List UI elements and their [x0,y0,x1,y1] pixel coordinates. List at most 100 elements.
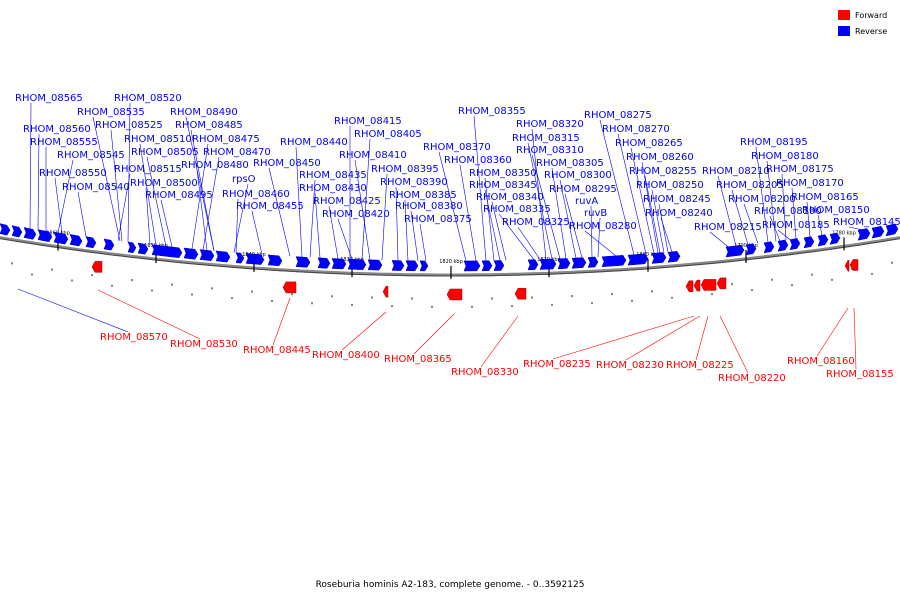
reverse-gene-label: RHOM_08435 [299,170,367,181]
reverse-leader-line [551,167,567,259]
reverse-gene-label: RHOM_08280 [569,221,637,232]
reverse-gene-label: RHOM_08535 [77,107,145,118]
reverse-gene-mark [151,244,183,259]
reverse-leader-line [251,210,263,255]
reverse-gene-label: RHOM_08165 [791,192,859,203]
forward-gene-label: RHOM_08160 [787,356,855,367]
reverse-gene-label: RHOM_08520 [114,93,182,104]
forward-gene-mark [844,259,850,272]
reverse-gene-mark [391,260,405,271]
reverse-leader-line [617,133,647,255]
reverse-leader-line [202,156,220,250]
reverse-gene-mark [481,260,493,272]
reverse-gene-label: RHOM_08145 [833,217,900,228]
reverse-gene-label: RHOM_08180 [751,151,819,162]
reverse-gene-label: RHOM_08410 [339,150,407,161]
reverse-leader-line [395,186,399,261]
reverse-gene-label: RHOM_08545 [57,150,125,161]
reverse-gene-label: RHOM_08565 [15,93,83,104]
reverse-gene-mark [215,250,231,263]
reverse-leader-line [117,173,131,241]
reverse-gene-mark [137,242,149,255]
forward-leader-line [719,315,749,374]
reverse-gene-label: RHOM_08255 [629,166,697,177]
scale-label: 1820 kbp [439,259,463,265]
reverse-gene-label: RHOM_08260 [626,152,694,163]
reverse-leader-line [404,199,409,261]
reverse-gene-label: RHOM_08455 [236,201,304,212]
reverse-gene-label: RHOM_08305 [536,158,604,169]
reverse-leader-line [484,177,495,261]
forward-gene-label: RHOM_08530 [170,339,238,350]
reverse-gene-label: ruvB [584,208,607,219]
genome-backbone-shadow [0,238,900,277]
reverse-gene-mark [601,255,627,268]
reverse-leader-line [717,175,737,247]
forward-gene-label: RHOM_08330 [451,367,519,378]
forward-gene-label: RHOM_08445 [243,345,311,356]
reverse-gene-mark [235,252,245,264]
reverse-leader-line [777,229,791,240]
reverse-leader-line [139,143,157,246]
reverse-leader-line [848,226,863,230]
reverse-gene-label: RHOM_08355 [458,106,526,117]
reverse-gene-mark [763,241,775,254]
reverse-gene-mark [295,256,311,268]
reverse-gene-mark [85,236,97,249]
reverse-leader-line [328,205,339,259]
reverse-gene-mark [627,253,649,266]
reverse-gene-label: RHOM_08310 [516,145,584,156]
reverse-gene-mark [539,258,557,270]
reverse-gene-label: RHOM_08335 [483,204,551,215]
genome-backbone [0,236,900,277]
reverse-leader-line [309,179,316,258]
reverse-gene-label: rpsO [232,174,256,185]
forward-leader-line [17,288,129,333]
reverse-gene-label: RHOM_08205 [716,180,784,191]
scale-label: 1780 kbp [832,230,856,236]
forward-swatch [838,10,850,20]
reverse-leader-line [314,192,321,258]
reverse-gene-label: RHOM_08345 [469,180,537,191]
forward-gene-label: RHOM_08235 [523,359,591,370]
forward-gene-mark [382,285,389,298]
forward-gene-mark [282,281,297,294]
reverse-gene-mark [267,254,283,267]
reverse-leader-line [77,191,87,237]
reverse-gene-label: RHOM_08320 [516,119,584,130]
reverse-leader-line [491,201,507,261]
reverse-gene-mark [789,238,801,251]
reverse-leader-line [498,213,535,260]
forward-gene-mark [716,277,727,290]
reverse-leader-line [54,177,63,234]
reverse-leader-line [781,173,787,241]
reverse-gene-label: RHOM_08340 [476,192,544,203]
legend: Forward Reverse [838,10,887,36]
reverse-gene-label: RHOM_08245 [643,194,711,205]
reverse-gene-label: RHOM_08420 [322,209,390,220]
reverse-gene-label: RHOM_08415 [334,116,402,127]
reverse-leader-line [146,156,167,247]
reverse-leader-line [527,142,553,260]
reverse-gene-mark [199,249,215,262]
reverse-gene-mark [803,236,815,249]
reverse-leader-line [755,146,769,243]
forward-leader-line [97,289,201,340]
forward-leader-line [552,315,695,360]
forward-leader-line [625,315,701,361]
reverse-gene-label: RHOM_08490 [170,107,238,118]
reverse-leader-line [185,116,215,251]
reverse-gene-label: RHOM_08195 [740,137,808,148]
reverse-gene-label: RHOM_08325 [502,217,570,228]
forward-leader-line [272,297,291,346]
reverse-gene-label: RHOM_08505 [131,147,199,158]
reverse-gene-label: RHOM_08240 [645,208,713,219]
forward-leader-line [480,315,519,368]
reverse-gene-label: RHOM_08270 [602,124,670,135]
reverse-leader-line [235,198,239,253]
reverse-leader-line [531,128,547,260]
reverse-leader-line [37,133,40,230]
reverse-gene-label: RHOM_08430 [299,183,367,194]
forward-gene-label: RHOM_08365 [384,354,452,365]
